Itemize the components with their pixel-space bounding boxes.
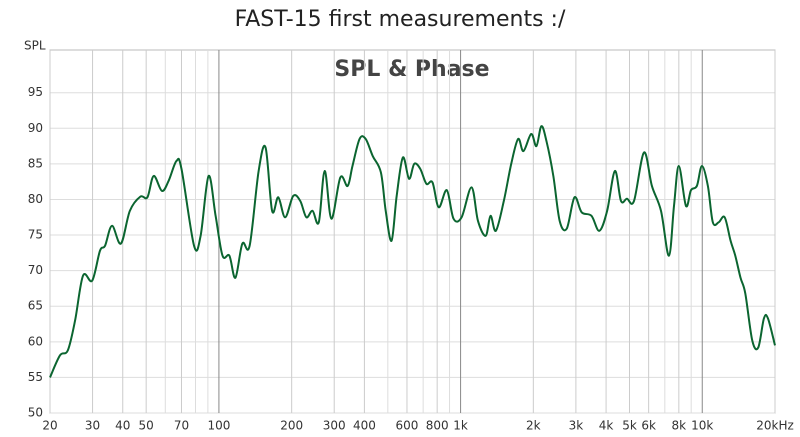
x-tick-label: 2k [526,419,541,433]
x-tick-label: 400 [353,419,376,433]
chart-title: FAST-15 first measurements :/ [235,7,566,32]
x-tick-label: 4k [599,419,614,433]
x-tick-label: 100 [207,419,230,433]
x-tick-label: 10k [691,419,713,433]
x-tick-label: 8k [672,419,687,433]
y-tick-label: 80 [28,192,43,206]
plot-area [49,49,776,414]
chart-subtitle: SPL & Phase [334,57,489,82]
x-tick-label: 200 [280,419,303,433]
x-tick-label: 300 [323,419,346,433]
x-tick-label: 20kHz [756,419,794,433]
x-tick-label: 50 [139,419,154,433]
x-tick-label: 30 [85,419,100,433]
y-tick-label: 50 [28,406,43,420]
x-tick-label: 600 [396,419,419,433]
y-tick-label: 55 [28,370,43,384]
y-tick-label: 70 [28,263,43,277]
y-tick-label: 65 [28,299,43,313]
spl-line [49,125,776,378]
x-tick-label: 70 [174,419,189,433]
x-tick-label: 800 [426,419,449,433]
x-tick-label: 20 [42,419,57,433]
x-tick-label: 5k [622,419,637,433]
x-tick-label: 1k [453,419,468,433]
y-tick-label: 60 [28,334,43,348]
y-tick-label: 90 [28,121,43,135]
y-tick-label: 85 [28,156,43,170]
y-axis-label: SPL [24,39,46,53]
x-tick-label: 3k [569,419,584,433]
x-tick-label: 6k [641,419,656,433]
y-tick-label: 75 [28,228,43,242]
x-tick-label: 40 [115,419,130,433]
y-tick-label: 95 [28,85,43,99]
